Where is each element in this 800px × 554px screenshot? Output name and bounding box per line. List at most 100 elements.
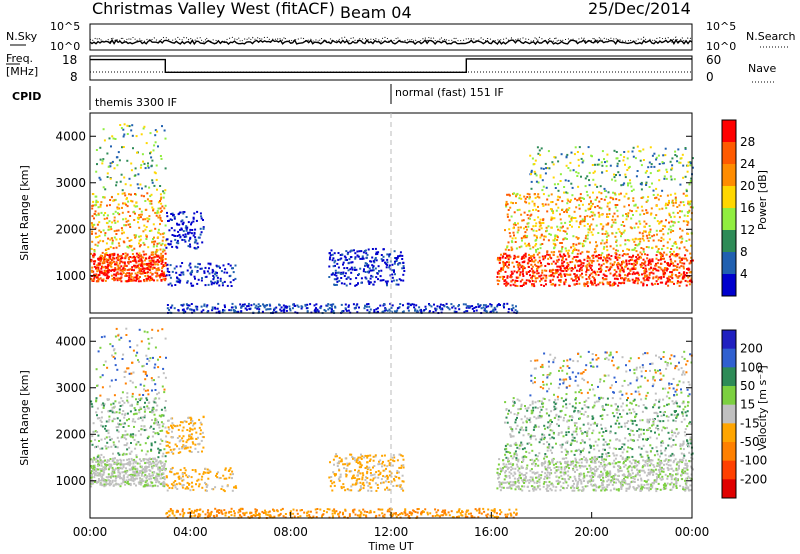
echo-cell bbox=[609, 262, 612, 265]
echo-cell bbox=[127, 223, 130, 226]
echo-cell bbox=[141, 428, 144, 431]
echo-cell bbox=[136, 151, 138, 154]
echo-cell bbox=[395, 279, 398, 282]
echo-cell bbox=[391, 263, 394, 266]
echo-cell bbox=[93, 474, 96, 476]
echo-cell bbox=[151, 179, 154, 182]
echo-cell bbox=[124, 430, 127, 433]
echo-cell bbox=[625, 218, 628, 221]
echo-cell bbox=[502, 278, 504, 280]
echo-cell bbox=[116, 279, 119, 282]
echo-cell bbox=[542, 167, 545, 170]
echo-cell bbox=[517, 222, 519, 225]
echo-cell bbox=[208, 267, 210, 270]
echo-cell bbox=[640, 181, 643, 184]
echo-cell bbox=[556, 236, 559, 239]
echo-cell bbox=[668, 279, 671, 281]
echo-cell bbox=[660, 253, 663, 256]
echo-cell bbox=[111, 459, 114, 462]
echo-cell bbox=[544, 172, 547, 175]
echo-cell bbox=[289, 307, 291, 310]
echo-cell bbox=[598, 254, 600, 256]
echo-cell bbox=[666, 171, 669, 173]
echo-cell bbox=[414, 309, 416, 312]
echo-cell bbox=[360, 277, 363, 280]
echo-cell bbox=[649, 146, 652, 149]
echo-cell bbox=[626, 274, 629, 277]
echo-cell bbox=[138, 258, 141, 261]
echo-cell bbox=[374, 247, 377, 250]
echo-cell bbox=[96, 417, 99, 420]
echo-cell bbox=[530, 267, 533, 270]
echo-cell bbox=[113, 463, 116, 465]
echo-cell bbox=[114, 267, 117, 269]
echo-cell bbox=[91, 443, 94, 446]
echo-cell bbox=[105, 277, 108, 280]
echo-cell bbox=[150, 477, 153, 480]
echo-cell bbox=[687, 161, 690, 164]
echo-cell bbox=[139, 259, 142, 262]
echo-cell bbox=[653, 234, 656, 237]
echo-cell bbox=[331, 273, 334, 276]
echo-cell bbox=[183, 235, 186, 238]
echo-cell bbox=[161, 468, 164, 471]
echo-cell bbox=[134, 205, 137, 208]
echo-cell bbox=[585, 273, 588, 276]
echo-cell bbox=[615, 249, 618, 252]
echo-cell bbox=[542, 218, 545, 221]
echo-cell bbox=[96, 455, 99, 458]
echo-cell bbox=[116, 475, 119, 478]
echo-cell bbox=[614, 204, 617, 206]
echo-cell bbox=[667, 284, 670, 287]
echo-cell bbox=[652, 189, 655, 192]
echo-cell bbox=[132, 413, 135, 416]
echo-cell bbox=[143, 162, 146, 165]
echo-cell bbox=[640, 205, 643, 208]
echo-cell bbox=[489, 310, 492, 313]
echo-cell bbox=[173, 484, 176, 487]
echo-cell bbox=[355, 277, 358, 280]
echo-cell bbox=[116, 446, 119, 449]
echo-cell bbox=[606, 239, 608, 241]
echo-cell bbox=[380, 258, 383, 261]
echo-cell bbox=[554, 237, 556, 240]
echo-cell bbox=[158, 470, 161, 473]
echo-cell bbox=[523, 254, 526, 257]
echo-cell bbox=[391, 276, 394, 279]
echo-cell bbox=[521, 261, 524, 264]
echo-cell bbox=[161, 465, 164, 468]
echo-cell bbox=[544, 162, 547, 165]
echo-cell bbox=[159, 274, 162, 277]
echo-cell bbox=[655, 214, 658, 217]
echo-cell bbox=[529, 280, 531, 283]
echo-cell bbox=[143, 414, 146, 417]
echo-cell bbox=[181, 262, 184, 264]
echo-cell bbox=[359, 267, 362, 270]
echo-cell bbox=[149, 357, 152, 360]
echo-cell bbox=[537, 181, 540, 184]
echo-cell bbox=[123, 376, 126, 378]
echo-cell bbox=[188, 435, 191, 438]
echo-cell bbox=[221, 485, 224, 488]
echo-cell bbox=[331, 311, 334, 314]
echo-cell bbox=[648, 276, 651, 279]
echo-cell bbox=[335, 278, 338, 281]
echo-cell bbox=[117, 264, 120, 267]
echo-cell bbox=[152, 253, 154, 256]
echo-cell bbox=[605, 170, 608, 172]
echo-cell bbox=[577, 265, 580, 268]
echo-cell bbox=[181, 479, 184, 482]
echo-cell bbox=[134, 174, 137, 177]
echo-cell bbox=[152, 208, 155, 211]
echo-cell bbox=[526, 214, 529, 216]
echo-cell bbox=[118, 440, 120, 443]
echo-cell bbox=[682, 192, 685, 195]
echo-cell bbox=[670, 253, 672, 256]
echo-cell bbox=[359, 481, 362, 484]
echo-cell bbox=[242, 305, 245, 307]
echo-cell bbox=[618, 230, 621, 233]
echo-cell bbox=[648, 231, 651, 234]
nave-label: Nave bbox=[748, 62, 776, 75]
echo-cell bbox=[209, 263, 212, 266]
echo-cell bbox=[678, 256, 681, 259]
